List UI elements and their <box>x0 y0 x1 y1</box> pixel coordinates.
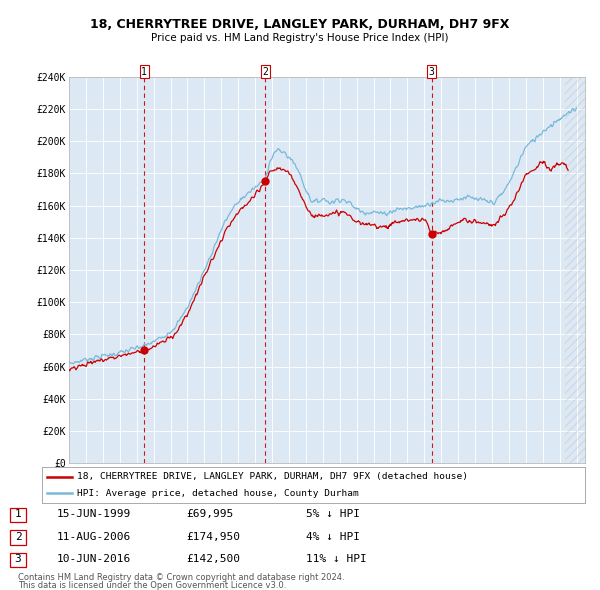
Text: HPI: Average price, detached house, County Durham: HPI: Average price, detached house, Coun… <box>77 489 359 497</box>
Text: 1: 1 <box>14 510 22 519</box>
Text: 11-AUG-2006: 11-AUG-2006 <box>57 532 131 542</box>
Text: £142,500: £142,500 <box>186 555 240 564</box>
Text: 4% ↓ HPI: 4% ↓ HPI <box>306 532 360 542</box>
Text: 3: 3 <box>429 67 434 77</box>
Bar <box>565 77 585 463</box>
Text: 5% ↓ HPI: 5% ↓ HPI <box>306 510 360 519</box>
Text: 3: 3 <box>14 555 22 564</box>
Point <box>427 229 437 238</box>
Text: 18, CHERRYTREE DRIVE, LANGLEY PARK, DURHAM, DH7 9FX: 18, CHERRYTREE DRIVE, LANGLEY PARK, DURH… <box>91 18 509 31</box>
Text: £69,995: £69,995 <box>186 510 233 519</box>
Text: 1: 1 <box>142 67 147 77</box>
Text: £174,950: £174,950 <box>186 532 240 542</box>
Text: Price paid vs. HM Land Registry's House Price Index (HPI): Price paid vs. HM Land Registry's House … <box>151 34 449 43</box>
Point <box>139 346 149 355</box>
Text: 15-JUN-1999: 15-JUN-1999 <box>57 510 131 519</box>
Text: 11% ↓ HPI: 11% ↓ HPI <box>306 555 367 564</box>
Text: 2: 2 <box>14 532 22 542</box>
Text: 2: 2 <box>262 67 268 77</box>
Text: 10-JUN-2016: 10-JUN-2016 <box>57 555 131 564</box>
Text: This data is licensed under the Open Government Licence v3.0.: This data is licensed under the Open Gov… <box>18 581 286 590</box>
Text: 18, CHERRYTREE DRIVE, LANGLEY PARK, DURHAM, DH7 9FX (detached house): 18, CHERRYTREE DRIVE, LANGLEY PARK, DURH… <box>77 473 468 481</box>
Text: Contains HM Land Registry data © Crown copyright and database right 2024.: Contains HM Land Registry data © Crown c… <box>18 572 344 582</box>
Point <box>260 177 270 186</box>
